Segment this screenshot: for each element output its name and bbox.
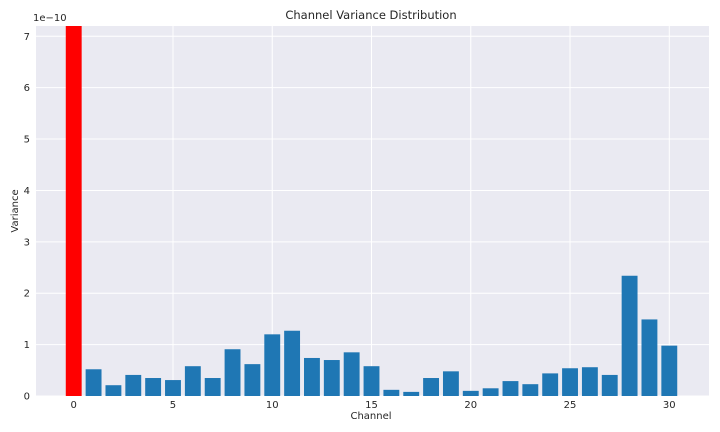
bar-channel-10: [264, 334, 281, 396]
bar-channel-7: [204, 378, 221, 396]
bar-channel-9: [244, 364, 261, 396]
x-tick-labels: 0 5 10 15 20 25 30: [71, 400, 676, 411]
bar-channel-20: [462, 390, 479, 396]
bar-channel-13: [323, 360, 340, 396]
y-tick-label: 7: [24, 32, 30, 43]
x-tick-label: 25: [564, 400, 577, 411]
bar-channel-2: [105, 385, 122, 396]
bar-channel-16: [383, 389, 400, 396]
bar-channel-0: [65, 26, 82, 396]
bar-channel-23: [522, 384, 539, 396]
x-tick-label: 10: [266, 400, 279, 411]
bar-channel-1: [85, 369, 102, 396]
y-tick-label: 5: [24, 135, 30, 146]
chart-title: Channel Variance Distribution: [285, 8, 456, 22]
bar-channel-14: [343, 352, 360, 396]
bar-channel-26: [581, 367, 598, 396]
bar-channel-17: [403, 391, 420, 396]
bar-channel-3: [125, 374, 142, 396]
bar-channel-27: [601, 374, 618, 396]
bar-channel-21: [482, 388, 499, 396]
bar-channel-22: [502, 381, 519, 396]
bar-channel-18: [423, 378, 440, 396]
y-tick-label: 1: [24, 340, 30, 351]
x-tick-label: 30: [663, 400, 676, 411]
x-tick-label: 0: [71, 400, 77, 411]
x-tick-label: 5: [170, 400, 176, 411]
bar-channel-11: [284, 330, 301, 396]
bar-channel-8: [224, 349, 241, 396]
x-tick-label: 15: [365, 400, 378, 411]
y-tick-labels: 0 1 2 3 4 5 6 7: [24, 32, 30, 403]
y-scale-exponent: 1e−10: [33, 13, 67, 24]
bar-channel-4: [145, 378, 162, 396]
y-tick-label: 6: [24, 83, 30, 94]
y-tick-label: 3: [24, 237, 30, 248]
x-tick-label: 20: [464, 400, 477, 411]
x-axis-label: Channel: [350, 411, 391, 422]
bar-channel-28: [621, 275, 638, 396]
y-axis-label: Variance: [10, 189, 21, 232]
bar-channel-24: [542, 373, 559, 396]
bar-channel-19: [442, 371, 459, 396]
bar-channel-15: [363, 366, 380, 396]
bar-channel-30: [661, 345, 678, 396]
y-tick-label: 4: [24, 186, 30, 197]
y-tick-label: 2: [24, 289, 30, 300]
bar-channel-5: [165, 380, 181, 396]
y-tick-label: 0: [24, 392, 30, 403]
bar-channel-6: [184, 366, 201, 396]
bar-channel-25: [562, 368, 578, 396]
gridlines: [36, 26, 709, 397]
plot-area: [36, 26, 709, 396]
bar-channel-29: [641, 319, 658, 396]
bars-group: [65, 26, 678, 396]
bar-channel-12: [304, 357, 320, 396]
